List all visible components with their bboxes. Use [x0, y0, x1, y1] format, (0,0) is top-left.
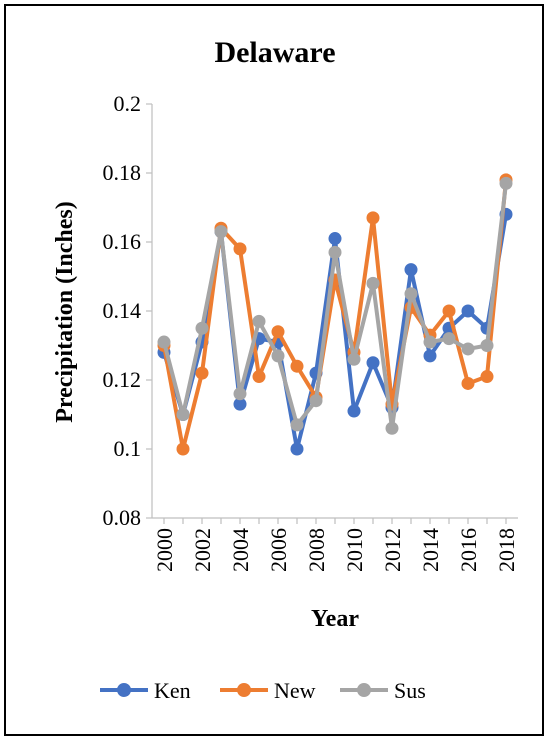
- data-point: [499, 176, 513, 190]
- y-tick-label: 0.2: [114, 91, 142, 116]
- x-tick-label: 2012: [380, 528, 405, 572]
- data-point: [385, 421, 399, 435]
- data-point: [233, 387, 247, 401]
- x-tick-label: 2002: [190, 528, 215, 572]
- x-tick-label: 2008: [304, 528, 329, 572]
- data-point: [271, 349, 285, 363]
- data-point: [214, 225, 228, 239]
- y-tick-label: 0.08: [103, 505, 142, 530]
- legend-label: New: [274, 678, 316, 703]
- data-point: [195, 321, 209, 335]
- x-tick-label: 2006: [266, 528, 291, 572]
- data-point: [233, 397, 247, 411]
- series-sus: [157, 176, 513, 435]
- data-point: [290, 418, 304, 432]
- x-tick-label: 2018: [494, 528, 519, 572]
- y-axis: 0.08 0.1 0.12 0.14 0.16 0.18 0.2: [103, 91, 152, 530]
- data-point: [290, 442, 304, 456]
- data-point: [480, 339, 494, 352]
- series-line: [162, 179, 508, 451]
- x-tick-label: 2016: [456, 528, 481, 572]
- data-point: [157, 335, 171, 349]
- data-point: [347, 404, 361, 418]
- legend-item-new: New: [220, 678, 316, 703]
- y-tick-label: 0.14: [103, 298, 142, 323]
- legend-marker: [237, 683, 251, 697]
- data-point: [442, 304, 456, 318]
- y-axis-title: Precipitation (Inches): [52, 201, 78, 423]
- data-point: [176, 408, 190, 421]
- data-point: [176, 442, 190, 456]
- x-axis-title: Year: [311, 606, 359, 632]
- data-point: [347, 352, 361, 366]
- data-point: [233, 242, 247, 256]
- legend-item-sus: Sus: [340, 678, 426, 703]
- data-point: [328, 245, 342, 259]
- data-point: [423, 349, 437, 363]
- data-point: [252, 370, 266, 384]
- legend-label: Ken: [154, 678, 191, 703]
- legend-marker: [357, 683, 371, 697]
- series-new: [157, 173, 513, 456]
- data-point: [271, 325, 285, 339]
- data-point: [423, 335, 437, 349]
- data-point: [366, 356, 380, 370]
- chart-frame: [4, 4, 544, 736]
- x-tick-label: 2014: [418, 528, 443, 572]
- data-point: [328, 232, 342, 246]
- data-point: [461, 304, 475, 318]
- legend-label: Sus: [394, 678, 426, 703]
- series-line: [162, 183, 508, 431]
- data-point: [252, 314, 266, 328]
- data-point: [290, 359, 304, 373]
- data-point: [195, 366, 209, 380]
- data-point: [480, 370, 494, 384]
- legend: Ken New Sus: [100, 678, 426, 703]
- series-layer: [157, 173, 513, 456]
- y-tick-label: 0.12: [103, 367, 142, 392]
- data-point: [404, 287, 418, 301]
- y-tick-label: 0.1: [114, 436, 142, 461]
- series-ken: [157, 207, 513, 456]
- data-point: [366, 276, 380, 290]
- legend-marker: [117, 683, 131, 697]
- data-point: [461, 342, 475, 356]
- data-point: [309, 394, 323, 408]
- data-point: [461, 376, 475, 390]
- x-tick-label: 2004: [228, 528, 253, 572]
- data-point: [442, 332, 456, 346]
- x-axis: 2000 2002 2004 2006 2008 2010 2012 2014 2016 2018: [152, 518, 519, 572]
- y-tick-label: 0.18: [103, 160, 142, 185]
- x-tick-label: 2010: [342, 528, 367, 572]
- legend-item-ken: Ken: [100, 678, 191, 703]
- chart-title: Delaware: [214, 36, 335, 69]
- y-tick-label: 0.16: [103, 229, 142, 254]
- data-point: [366, 211, 380, 225]
- data-point: [404, 263, 418, 277]
- x-tick-label: 2000: [152, 528, 177, 572]
